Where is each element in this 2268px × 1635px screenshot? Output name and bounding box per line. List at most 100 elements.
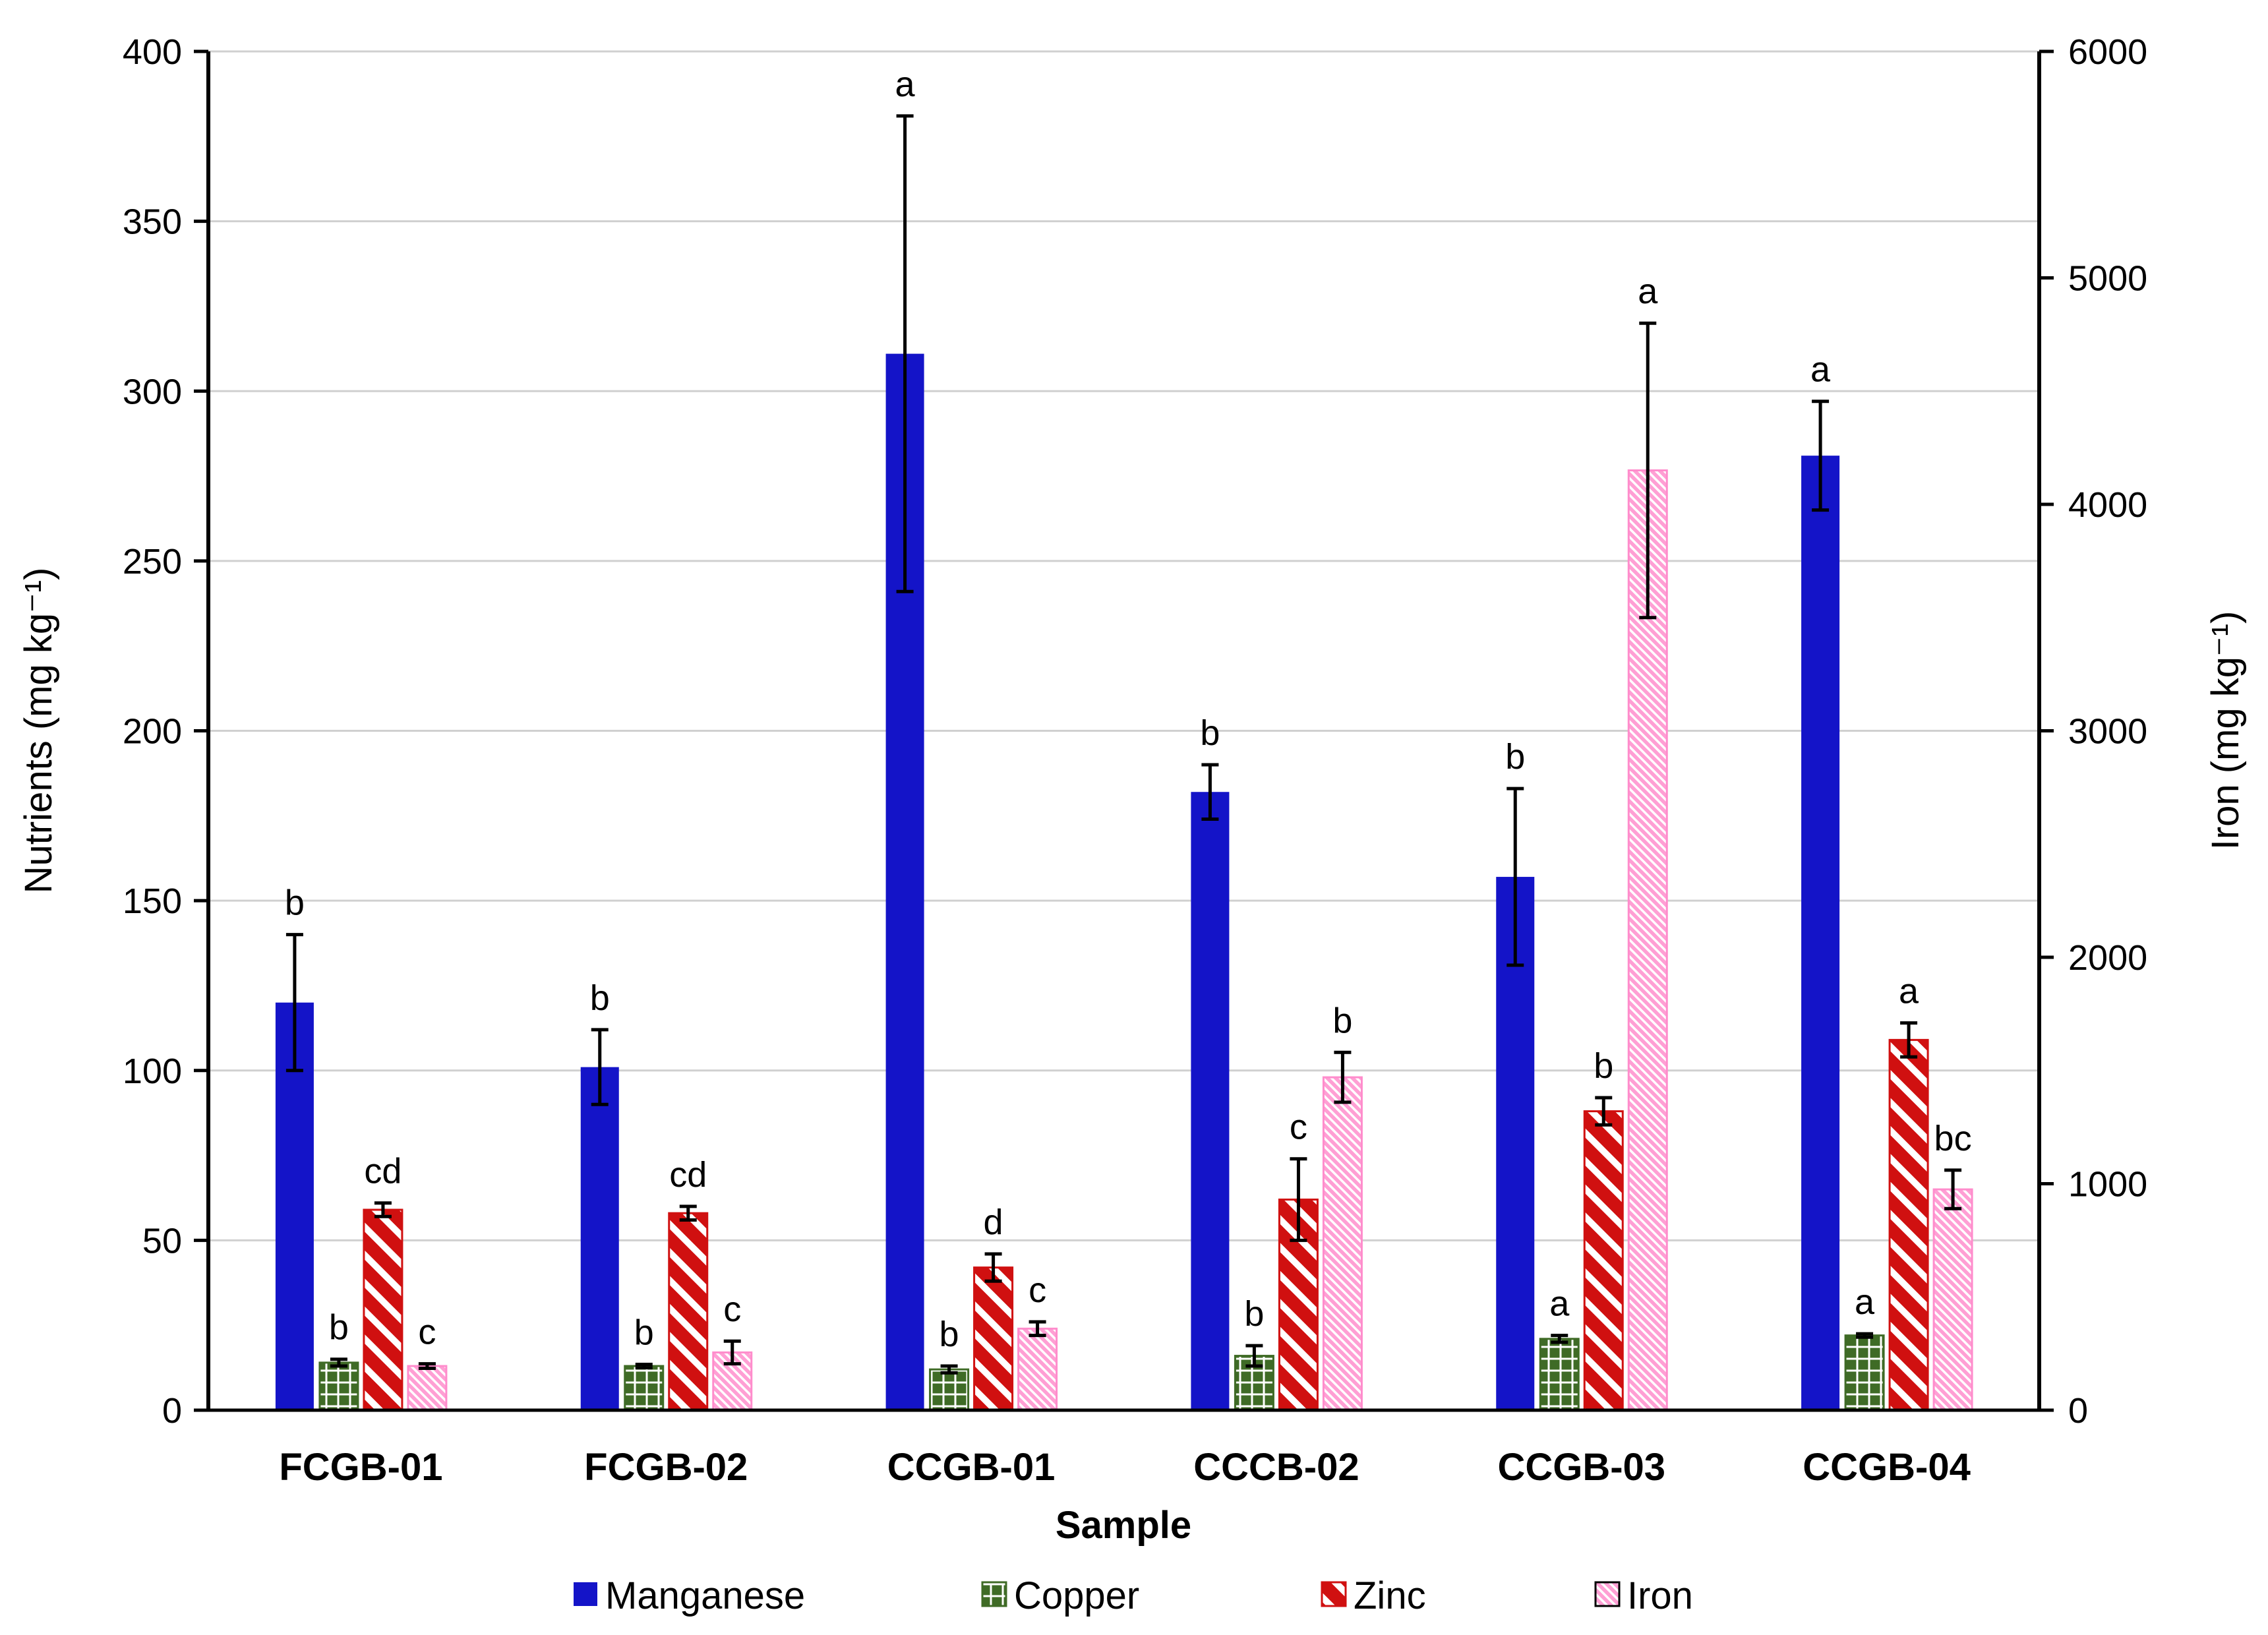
zinc-error-bar: [679, 1204, 697, 1222]
zinc-bar: [973, 1266, 1014, 1412]
zinc-significance-label: cd: [364, 1152, 402, 1191]
error-bars: [285, 114, 1962, 1375]
iron-error-bar: [1334, 1050, 1352, 1104]
category-label: FCGB-02: [584, 1446, 748, 1489]
manganese-error-bar: [1812, 400, 1830, 512]
legend-item-zinc: Zinc: [1321, 1574, 1426, 1617]
zinc-error-bar: [1290, 1157, 1307, 1242]
zinc-bar: [1583, 1110, 1624, 1412]
iron-significance-label: a: [1638, 272, 1658, 311]
iron-bar: [1017, 1327, 1058, 1412]
right-tick-label: 4000: [2068, 485, 2147, 525]
copper-error-bar: [940, 1364, 958, 1375]
copper-error-bar: [1551, 1334, 1568, 1344]
iron-significance-label: c: [418, 1313, 436, 1352]
copper-significance-label: a: [1549, 1284, 1570, 1324]
right-tick-label: 6000: [2068, 32, 2147, 72]
left-tick-label: 350: [123, 202, 182, 242]
manganese-significance-label: a: [895, 65, 916, 104]
zinc-significance-label: b: [1594, 1046, 1613, 1086]
iron-bar: [1322, 1076, 1363, 1412]
legend-swatch-zinc: [1321, 1581, 1347, 1607]
copper-bar: [1844, 1334, 1885, 1412]
left-tick-label: 100: [123, 1052, 182, 1091]
iron-bar: [1627, 469, 1668, 1412]
legend-swatch-manganese: [574, 1582, 597, 1606]
legend-swatch-copper: [981, 1581, 1007, 1607]
zinc-error-bar: [1900, 1021, 1918, 1059]
manganese-error-bar: [591, 1028, 609, 1106]
iron-significance-label: c: [1029, 1270, 1046, 1310]
manganese-bar: [580, 1067, 619, 1410]
manganese-significance-label: b: [590, 978, 610, 1018]
right-tick-label: 3000: [2068, 712, 2147, 752]
iron-bar: [1932, 1188, 1973, 1412]
category-label: CCGB-03: [1497, 1446, 1665, 1489]
left-tick-label: 400: [123, 32, 182, 72]
copper-bar: [318, 1361, 359, 1412]
copper-error-bar: [635, 1362, 653, 1370]
y2-axis-title: Iron (mg kg⁻¹): [2204, 611, 2247, 850]
iron-bar: [407, 1365, 448, 1412]
right-tick-label: 0: [2068, 1391, 2088, 1431]
copper-error-bar: [330, 1357, 347, 1368]
zinc-bar: [1888, 1038, 1929, 1412]
iron-significance-label: c: [723, 1290, 741, 1329]
iron-error-bar: [1944, 1168, 1962, 1210]
manganese-significance-label: b: [1200, 713, 1220, 753]
category-label: CCGB-01: [887, 1446, 1056, 1489]
copper-significance-label: b: [329, 1308, 349, 1348]
copper-significance-label: b: [940, 1315, 959, 1354]
manganese-significance-label: b: [1505, 737, 1525, 777]
zinc-error-bar: [374, 1201, 392, 1218]
legend-item-iron: Iron: [1594, 1574, 1693, 1617]
copper-bar: [624, 1365, 665, 1412]
right-tick-label: 1000: [2068, 1165, 2147, 1204]
y-axis-title: Nutrients (mg kg⁻¹): [17, 568, 60, 894]
legend-label-iron: Iron: [1627, 1574, 1693, 1617]
left-tick-label: 0: [162, 1391, 182, 1431]
left-tick-label: 200: [123, 712, 182, 752]
iron-significance-label: b: [1332, 1001, 1352, 1040]
left-tick-label: 250: [123, 542, 182, 581]
category-labels: FCGB-01 FCGB-02 CCGB-01 CCCB-02 CCGB-03 CCGB-…: [279, 1446, 1971, 1489]
manganese-bar: [1191, 792, 1230, 1410]
legend-item-manganese: Manganese: [574, 1574, 805, 1617]
left-tick-label: 150: [123, 881, 182, 921]
copper-significance-label: a: [1855, 1282, 1875, 1322]
manganese-significance-label: a: [1810, 350, 1831, 390]
left-tick-label: 300: [123, 372, 182, 411]
zinc-significance-label: cd: [669, 1155, 707, 1195]
zinc-significance-label: a: [1899, 972, 1919, 1011]
left-tick-label: 50: [142, 1221, 182, 1261]
copper-error-bar: [1856, 1332, 1874, 1339]
zinc-significance-label: d: [984, 1203, 1003, 1242]
legend-swatch-iron: [1594, 1581, 1621, 1607]
category-label: CCGB-04: [1803, 1446, 1971, 1489]
copper-bar: [1539, 1338, 1580, 1412]
right-tick-label: 2000: [2068, 938, 2147, 978]
legend-label-copper: Copper: [1014, 1574, 1139, 1617]
bars: [275, 353, 1973, 1412]
zinc-bar: [363, 1208, 403, 1412]
category-label: FCGB-01: [279, 1446, 442, 1489]
copper-significance-label: b: [1244, 1294, 1264, 1334]
legend: Manganese Copper Zinc Iron: [574, 1574, 1693, 1617]
manganese-error-bar: [285, 933, 303, 1073]
iron-error-bar: [418, 1362, 436, 1370]
zinc-significance-label: c: [1290, 1108, 1307, 1147]
legend-label-zinc: Zinc: [1354, 1574, 1426, 1617]
gridlines: [208, 50, 2039, 1241]
manganese-bar: [1801, 456, 1840, 1411]
zinc-error-bar: [1595, 1096, 1613, 1127]
x-axis-title: Sample: [1056, 1504, 1191, 1547]
zinc-bar: [668, 1212, 709, 1412]
left-axis-ticks: 0 50 100 150 200 250 300 350 400: [123, 32, 208, 1431]
manganese-significance-label: b: [285, 883, 305, 923]
zinc-bar: [1278, 1199, 1319, 1412]
manganese-error-bar: [896, 114, 914, 593]
iron-error-bar: [723, 1339, 741, 1366]
iron-error-bar: [1639, 321, 1657, 620]
